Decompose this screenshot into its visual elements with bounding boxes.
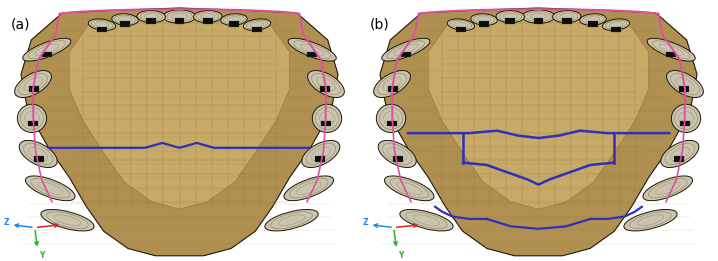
Ellipse shape xyxy=(25,176,75,201)
Ellipse shape xyxy=(647,38,695,61)
Ellipse shape xyxy=(400,210,453,231)
FancyBboxPatch shape xyxy=(387,121,396,126)
FancyBboxPatch shape xyxy=(229,21,239,27)
FancyBboxPatch shape xyxy=(320,86,330,92)
Polygon shape xyxy=(21,8,338,256)
Ellipse shape xyxy=(220,14,247,25)
Ellipse shape xyxy=(312,104,342,133)
Ellipse shape xyxy=(243,19,271,31)
FancyBboxPatch shape xyxy=(146,18,156,24)
Ellipse shape xyxy=(384,176,434,201)
Polygon shape xyxy=(380,8,697,256)
Polygon shape xyxy=(428,15,649,209)
Ellipse shape xyxy=(666,70,704,98)
Ellipse shape xyxy=(284,176,334,201)
Ellipse shape xyxy=(265,210,318,231)
Ellipse shape xyxy=(112,14,139,25)
Ellipse shape xyxy=(14,70,52,98)
FancyBboxPatch shape xyxy=(456,27,466,32)
FancyBboxPatch shape xyxy=(42,52,52,57)
FancyBboxPatch shape xyxy=(479,21,489,27)
Ellipse shape xyxy=(553,10,581,23)
FancyBboxPatch shape xyxy=(611,27,621,32)
Polygon shape xyxy=(69,15,290,209)
FancyBboxPatch shape xyxy=(28,121,37,126)
FancyBboxPatch shape xyxy=(307,52,317,57)
Ellipse shape xyxy=(661,140,699,168)
Ellipse shape xyxy=(17,104,47,133)
FancyBboxPatch shape xyxy=(29,86,39,92)
FancyBboxPatch shape xyxy=(393,156,403,162)
Ellipse shape xyxy=(624,210,677,231)
FancyBboxPatch shape xyxy=(174,18,185,24)
Ellipse shape xyxy=(382,38,430,61)
FancyBboxPatch shape xyxy=(674,156,684,162)
FancyBboxPatch shape xyxy=(315,156,325,162)
Ellipse shape xyxy=(602,19,630,31)
FancyBboxPatch shape xyxy=(666,52,676,57)
Text: Y: Y xyxy=(39,251,45,259)
Ellipse shape xyxy=(194,10,222,23)
Text: Z: Z xyxy=(363,218,368,227)
Ellipse shape xyxy=(378,140,416,168)
FancyBboxPatch shape xyxy=(679,86,689,92)
Ellipse shape xyxy=(23,38,71,61)
Text: (a): (a) xyxy=(11,18,30,32)
FancyBboxPatch shape xyxy=(588,21,598,27)
FancyBboxPatch shape xyxy=(401,52,411,57)
Ellipse shape xyxy=(496,10,524,23)
FancyBboxPatch shape xyxy=(97,27,107,32)
FancyBboxPatch shape xyxy=(252,27,262,32)
FancyBboxPatch shape xyxy=(203,18,213,24)
FancyBboxPatch shape xyxy=(388,86,398,92)
Ellipse shape xyxy=(376,104,406,133)
FancyBboxPatch shape xyxy=(681,121,690,126)
Ellipse shape xyxy=(447,19,475,31)
Text: Z: Z xyxy=(4,218,9,227)
FancyBboxPatch shape xyxy=(562,18,572,24)
Ellipse shape xyxy=(163,10,196,23)
Ellipse shape xyxy=(471,14,498,25)
Ellipse shape xyxy=(302,140,340,168)
Ellipse shape xyxy=(373,70,411,98)
FancyBboxPatch shape xyxy=(505,18,515,24)
Ellipse shape xyxy=(579,14,606,25)
Ellipse shape xyxy=(41,210,94,231)
Ellipse shape xyxy=(671,104,701,133)
Text: Y: Y xyxy=(398,251,404,259)
Ellipse shape xyxy=(19,140,57,168)
FancyBboxPatch shape xyxy=(322,121,331,126)
Ellipse shape xyxy=(137,10,165,23)
Ellipse shape xyxy=(307,70,345,98)
FancyBboxPatch shape xyxy=(120,21,130,27)
Ellipse shape xyxy=(522,10,555,23)
Ellipse shape xyxy=(643,176,693,201)
FancyBboxPatch shape xyxy=(533,18,544,24)
Ellipse shape xyxy=(288,38,336,61)
Ellipse shape xyxy=(88,19,116,31)
Text: (b): (b) xyxy=(370,18,390,32)
FancyBboxPatch shape xyxy=(34,156,44,162)
